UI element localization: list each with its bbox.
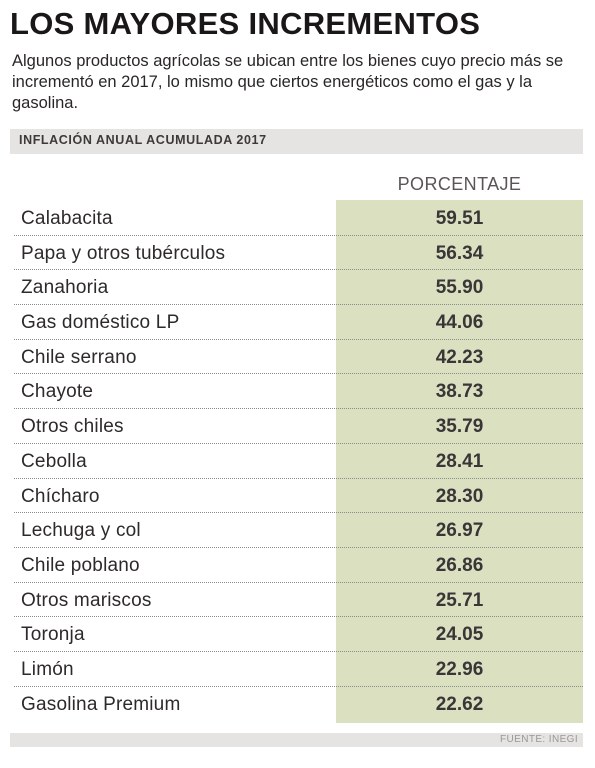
row-value: 55.90 [435,277,484,299]
row-value: 28.41 [435,450,484,472]
table-body: Calabacita 59.51 Papa y otros tubérculos 56… [14,201,583,721]
table-row: Cebolla 28.41 [14,444,583,479]
row-label: Toronja [21,624,85,646]
page-title: LOS MAYORES INCREMENTOS [10,6,481,41]
row-value: 24.05 [435,624,484,646]
table-row: Calabacita 59.51 [14,201,583,236]
row-value: 59.51 [435,208,484,229]
table-row: Chile poblano 26.86 [14,548,583,583]
row-value: 22.96 [435,658,484,680]
table-row: Chile serrano 42.23 [14,340,583,375]
table-row: Chayote 38.73 [14,374,583,410]
table-row: Gasolina Premium 22.62 [14,687,583,722]
row-label: Zanahoria [21,277,109,299]
row-value: 56.34 [435,242,484,264]
table-row: Otros mariscos 25.71 [14,583,583,618]
table-row: Toronja 24.05 [14,617,583,652]
value-column-background [336,200,583,723]
row-value: 25.71 [435,589,484,611]
row-value: 26.97 [435,520,484,542]
table-row: Gas doméstico LP 44.06 [14,305,583,340]
row-value: 22.62 [435,693,484,715]
row-label: Limón [21,658,74,680]
row-label: Calabacita [21,208,113,229]
column-header: PORCENTAJE [397,174,522,194]
table-row: Lechuga y col 26.97 [14,513,583,548]
row-label: Chayote [21,381,94,403]
row-label: Cebolla [21,450,87,472]
row-label: Gas doméstico LP [21,312,180,334]
row-label: Chícharo [21,485,100,507]
table-caption-band: INFLACIÓN ANUAL ACUMULADA 2017 [10,129,583,154]
table-row: Otros chiles 35.79 [14,409,583,444]
source-note: FUENTE: INEGI [500,734,578,745]
row-value: 38.73 [435,381,484,403]
row-value: 42.23 [435,346,484,368]
row-label: Chile serrano [21,346,137,368]
row-label: Gasolina Premium [21,693,181,715]
table-caption: INFLACIÓN ANUAL ACUMULADA 2017 [19,133,267,147]
row-label: Papa y otros tubérculos [21,242,226,264]
table-row: Zanahoria 55.90 [14,270,583,306]
row-label: Otros mariscos [21,589,152,611]
row-value: 26.86 [435,554,484,576]
row-value: 28.30 [435,485,484,507]
page-subtitle: Algunos productos agrícolas se ubican en… [12,52,564,112]
source-band: FUENTE: INEGI [10,733,583,747]
row-label: Otros chiles [21,416,124,438]
row-value: 44.06 [435,312,484,334]
row-value: 35.79 [435,416,484,438]
row-label: Lechuga y col [21,520,141,542]
row-label: Chile poblano [21,554,140,576]
table-row: Papa y otros tubérculos 56.34 [14,236,583,271]
table-row: Chícharo 28.30 [14,479,583,514]
table-row: Limón 22.96 [14,652,583,687]
